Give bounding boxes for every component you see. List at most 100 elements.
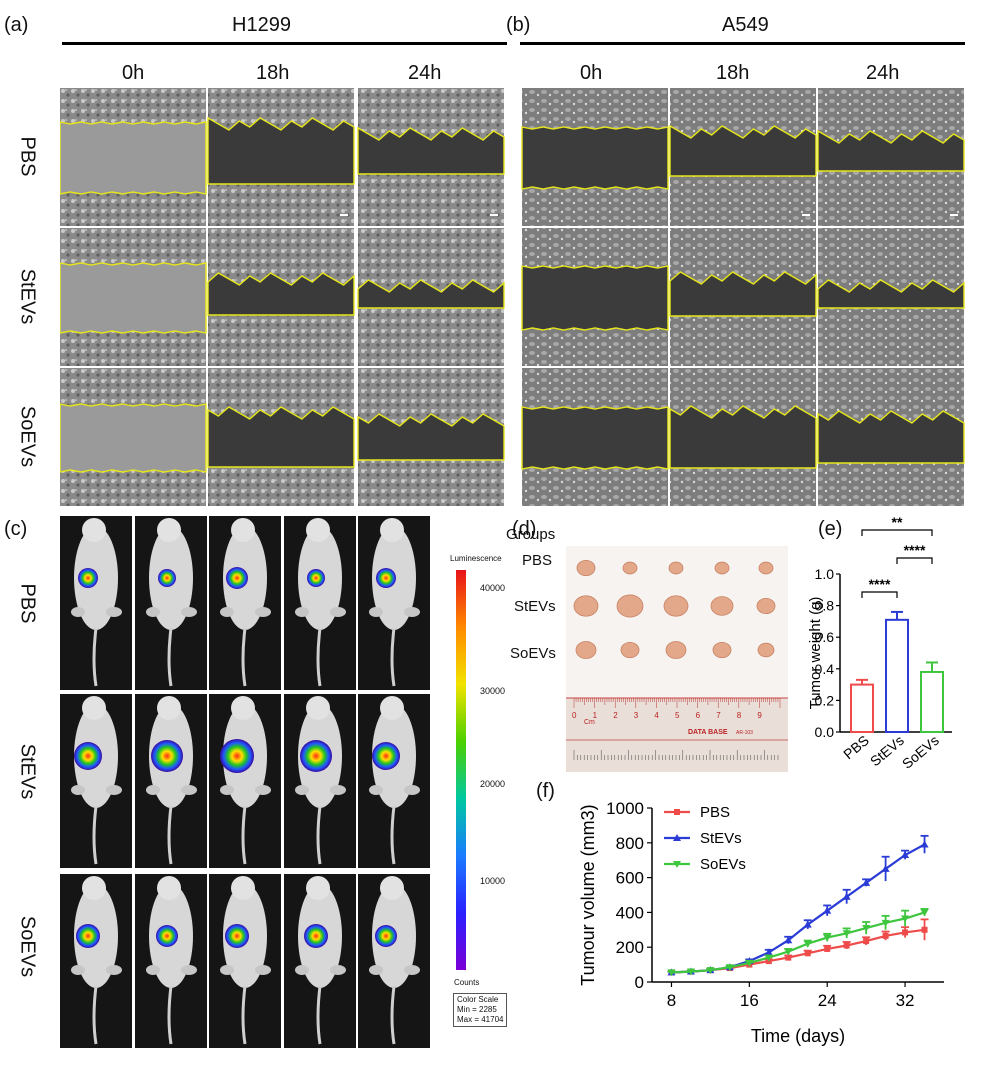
- mouse-r1-c0: [60, 694, 132, 868]
- scratch-assay-grid: [60, 88, 965, 506]
- e-ylabel: Tumor weight (g): [807, 597, 824, 710]
- f-point-soevs-18: [764, 954, 773, 962]
- f-point-soevs-14: [725, 964, 734, 972]
- tumor-r0-c3: [714, 561, 730, 575]
- tumor-group-stevs: StEVs: [514, 598, 556, 615]
- micrograph-r0-c1: [207, 88, 355, 226]
- micrograph-r1-c0: [60, 228, 207, 366]
- panel-a-time-18h: 18h: [256, 62, 290, 84]
- f-point-soevs-8: [667, 969, 676, 977]
- excised-tumors-photo: Cm 0 1 2 3 4 5 6 7 8 9 DATA BASE AR-103: [566, 546, 788, 772]
- f-ytick-800: 800: [616, 834, 644, 853]
- micrograph-r2-c2: [357, 368, 505, 506]
- ruler-number-1: 1: [593, 711, 598, 720]
- f-ytick-400: 400: [616, 903, 644, 922]
- f-point-soevs-28: [862, 925, 871, 933]
- micrograph-r0-c2: [357, 88, 505, 226]
- mouse-r2-c4: [358, 874, 430, 1048]
- tumor-r2-c2: [665, 641, 687, 659]
- mouse-r0-c0: [60, 516, 132, 690]
- f-point-stevs-26: [842, 892, 851, 900]
- tumor-r0-c0: [576, 559, 596, 577]
- panel-a-time-0h: 0h: [122, 62, 145, 84]
- tumor-r2-c4: [757, 642, 775, 658]
- sig-stevs-soevs-bracket: [896, 557, 933, 564]
- f-point-stevs-30: [881, 864, 890, 872]
- tumor-r0-c2: [668, 561, 684, 575]
- f-point-stevs-24: [823, 906, 832, 914]
- f-point-soevs-30: [881, 919, 890, 927]
- tumor-r1-c3: [710, 596, 734, 616]
- mouse-r0-c1: [135, 516, 207, 690]
- bioluminescence-mice-grid: [60, 516, 430, 1048]
- f-xtick-32: 32: [896, 991, 915, 1010]
- panel-e-label: (e): [818, 518, 843, 540]
- tumor-r0-c1: [622, 561, 638, 575]
- f-series-soevs: [667, 908, 929, 977]
- f-xtick-16: 16: [740, 991, 759, 1010]
- panel-f-label: (f): [536, 780, 555, 802]
- mouse-r1-c1: [135, 694, 207, 868]
- tumor-r1-c4: [756, 597, 776, 615]
- f-ytick-600: 600: [616, 869, 644, 888]
- panel-c-group-soevs: SoEVs: [16, 915, 39, 978]
- tumor-r2-c3: [712, 641, 732, 659]
- f-point-stevs-32: [901, 850, 910, 858]
- micrograph-r1-c5: [817, 228, 965, 366]
- micrograph-r1-c3: [521, 228, 669, 366]
- mouse-r2-c2: [209, 874, 281, 1048]
- e-xtick-stevs: StEVs: [867, 732, 907, 769]
- f-xtick-24: 24: [818, 991, 837, 1010]
- mouse-r0-c4: [358, 516, 430, 690]
- luminescence-colorbar: [456, 570, 466, 970]
- f-point-soevs-16: [745, 959, 754, 967]
- e-bar-soevs: [920, 670, 944, 734]
- f-point-stevs-20: [784, 936, 793, 944]
- sig-pbs-soevs: **: [892, 514, 903, 530]
- scale-tick-10000: 10000: [480, 876, 506, 886]
- f-point-pbs-28: [863, 938, 870, 945]
- e-ytick-0.8: 0.8: [815, 598, 835, 614]
- panel-a-group-pbs: PBS: [16, 136, 39, 177]
- color-scale-box-title: Color Scale: [457, 995, 499, 1004]
- tumor-r1-c2: [663, 595, 689, 617]
- scale-tick-20000: 20000: [480, 779, 506, 789]
- panel-b-time-18h: 18h: [716, 62, 750, 84]
- f-point-soevs-20: [784, 948, 793, 956]
- panel-a-label: (a): [4, 14, 29, 36]
- panel-b-time-0h: 0h: [580, 62, 603, 84]
- e-ytick-0.4: 0.4: [815, 661, 835, 677]
- f-point-stevs-22: [803, 920, 812, 928]
- sig-stevs-soevs: ****: [904, 542, 926, 558]
- color-scale-box-max: Max = 41704: [457, 1015, 504, 1024]
- f-point-soevs-26: [842, 930, 851, 938]
- panel-c-group-stevs: StEVs: [16, 743, 39, 800]
- f-legend-label-pbs: PBS: [700, 804, 730, 821]
- f-legend-pbs: PBS: [664, 804, 730, 821]
- panel-b-header-rule: [520, 42, 965, 45]
- panel-a-time-24h: 24h: [408, 62, 442, 84]
- mouse-r2-c0: [60, 874, 132, 1048]
- panel-a-cell-line: H1299: [232, 14, 291, 36]
- f-xtick-8: 8: [667, 991, 676, 1010]
- ruler-number-8: 8: [737, 711, 742, 720]
- mouse-r0-c2: [209, 516, 281, 690]
- micrograph-r0-c0: [60, 88, 207, 226]
- ruler-number-5: 5: [675, 711, 680, 720]
- f-legend-label-soevs: SoEVs: [700, 856, 746, 873]
- mouse-r1-c2: [209, 694, 281, 868]
- tumor-group-pbs: PBS: [522, 552, 553, 569]
- f-point-pbs-20: [785, 954, 792, 961]
- f-point-stevs-28: [862, 878, 871, 886]
- f-point-soevs-10: [686, 968, 695, 976]
- micrograph-r2-c4: [669, 368, 817, 506]
- f-xlabel: Time (days): [751, 1026, 845, 1046]
- f-point-soevs-22: [803, 940, 812, 948]
- panel-a-header-rule: [62, 42, 507, 45]
- ruler-number-6: 6: [696, 711, 701, 720]
- ruler-model: AR-103: [736, 730, 753, 736]
- e-ytick-0.0: 0.0: [815, 724, 835, 740]
- panel-a-group-soevs: SoEVs: [16, 405, 39, 468]
- color-scale-box: Color Scale Min = 2285 Max = 41704: [453, 993, 508, 1027]
